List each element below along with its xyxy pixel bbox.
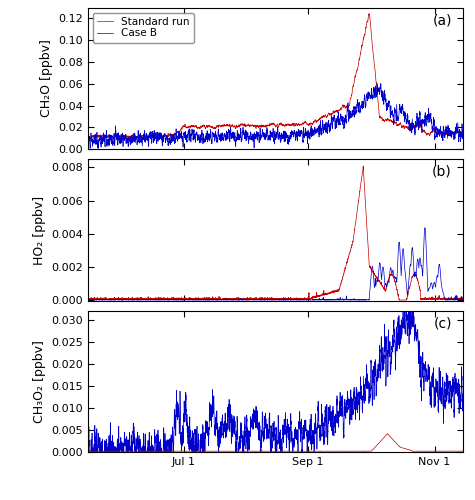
Case B	[264, 130, 269, 136]
Case B	[87, 145, 93, 151]
Standard run	[85, 134, 91, 140]
Standard run	[264, 122, 269, 128]
Case B	[460, 130, 466, 136]
Case B	[246, 136, 251, 142]
Case B	[243, 134, 248, 140]
Standard run	[88, 136, 94, 141]
Standard run	[449, 130, 455, 136]
Case B	[378, 80, 384, 86]
Case B	[85, 138, 91, 144]
Case B	[430, 126, 436, 132]
Line: Standard run: Standard run	[88, 14, 463, 138]
Standard run	[243, 123, 248, 129]
Standard run	[366, 11, 372, 17]
Text: (a): (a)	[432, 13, 452, 27]
Legend: Standard run, Case B: Standard run, Case B	[93, 12, 194, 42]
Text: (c): (c)	[433, 316, 452, 330]
Y-axis label: CH₂O [ppbv]: CH₂O [ppbv]	[40, 40, 53, 117]
Line: Case B: Case B	[88, 84, 463, 148]
Standard run	[246, 121, 251, 127]
Y-axis label: CH₃O₂ [ppbv]: CH₃O₂ [ppbv]	[33, 340, 46, 423]
Standard run	[358, 50, 363, 56]
Case B	[449, 133, 455, 139]
Text: (b): (b)	[432, 165, 452, 179]
Y-axis label: HO₂ [ppbv]: HO₂ [ppbv]	[33, 196, 46, 264]
Standard run	[460, 128, 466, 134]
Standard run	[430, 128, 436, 134]
Case B	[358, 106, 363, 112]
